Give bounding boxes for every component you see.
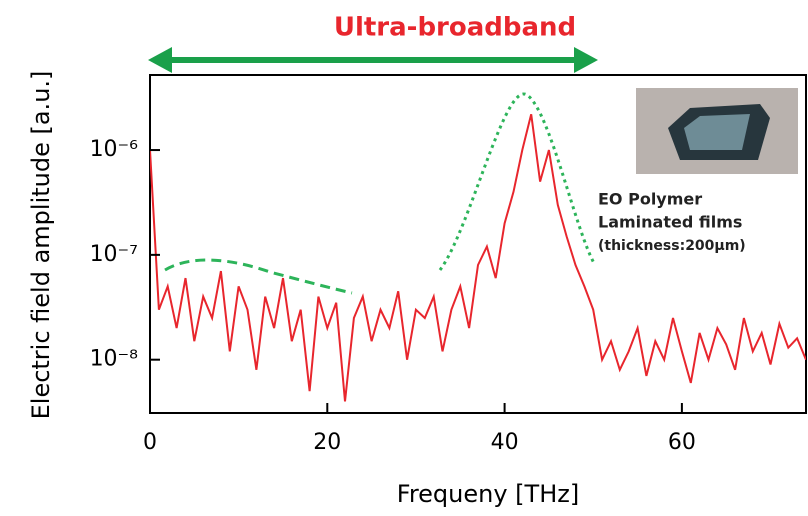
y-axis-label: Electric field amplitude [a.u.] [27,71,55,420]
range-arrow [148,47,598,73]
envelope-low [164,258,353,295]
x-tick-label: 40 [491,430,519,455]
x-tick-label: 0 [143,430,157,455]
y-tick-label: 10⁻⁶ [90,137,139,162]
y-tick-label: 10⁻⁸ [90,347,139,372]
x-tick-label: 20 [313,430,341,455]
annotation: EO Polymer [598,190,702,209]
x-axis-label: Frequeny [THz] [397,480,579,508]
envelope-peak [438,92,597,271]
x-tick-label: 60 [668,430,696,455]
annotation: Laminated films [598,213,742,232]
spectrum-line [150,113,806,402]
chart-title: Ultra-broadband [334,13,576,43]
y-tick-label: 10⁻⁷ [90,242,138,267]
sample-photo [636,88,798,174]
annotation: (thickness:200μm) [598,238,746,254]
plot-frame [149,74,807,414]
